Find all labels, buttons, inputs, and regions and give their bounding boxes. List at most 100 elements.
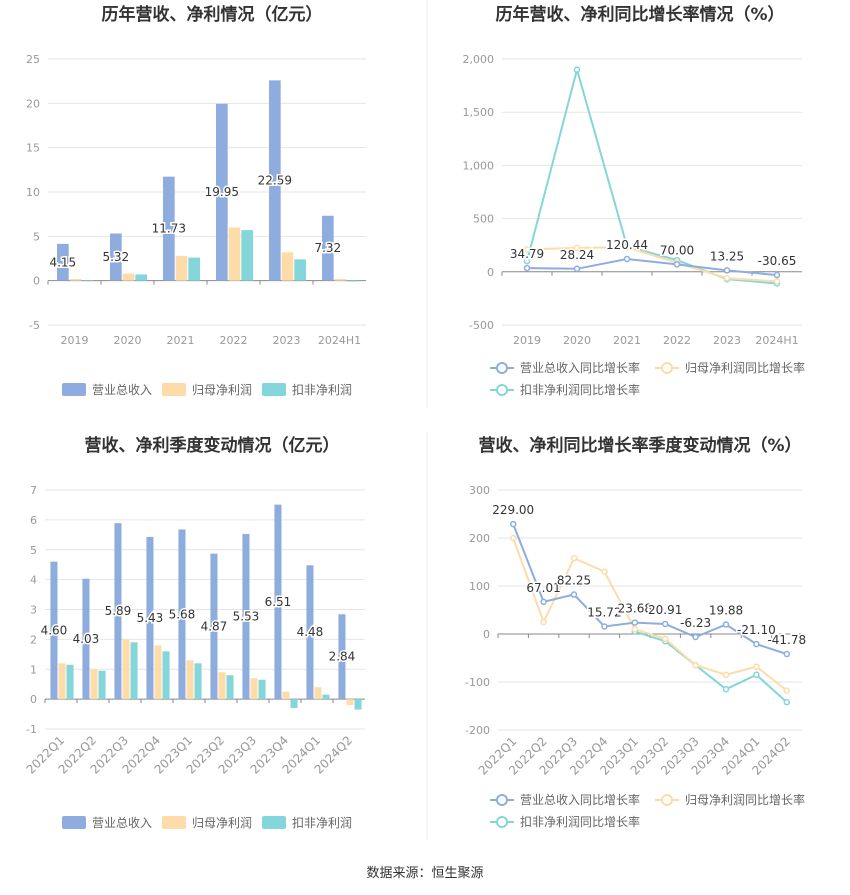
source-note: 数据来源：恒生聚源	[366, 866, 484, 881]
x-tick-label: 2022	[663, 334, 691, 347]
point-deducted_profit	[722, 685, 730, 693]
x-tick-label: 2023	[713, 334, 741, 347]
point-net_profit	[783, 687, 791, 694]
legend-swatch	[162, 816, 186, 829]
legend-marker	[496, 384, 508, 396]
line-deducted_profit	[634, 630, 788, 703]
data-label: 5.53	[233, 610, 260, 624]
point-revenue	[631, 619, 639, 626]
legend-label: 归母净利润	[192, 383, 252, 397]
data-label: 4.87	[201, 619, 228, 633]
data-label: 13.25	[710, 249, 744, 263]
y-tick-label: 500	[473, 213, 494, 226]
data-label: 34.79	[510, 247, 544, 261]
point-net_profit	[623, 244, 631, 251]
x-tick-label: 2021	[167, 334, 195, 347]
data-label: 120.44	[606, 238, 648, 252]
data-label: 67.01	[526, 581, 560, 595]
data-label: 19.95	[205, 185, 239, 199]
bar-net_profit	[122, 273, 135, 281]
bar-deducted_profit	[226, 675, 234, 700]
bar-revenue	[274, 504, 282, 700]
point-net_profit	[723, 274, 731, 282]
y-tick-label: 4	[30, 574, 37, 587]
bar-deducted_profit	[194, 663, 202, 700]
data-label: 22.59	[258, 174, 292, 188]
bar-net_profit	[334, 278, 347, 281]
data-label: 5.68	[169, 607, 196, 621]
bar-revenue	[110, 233, 122, 281]
data-label: 5.43	[137, 611, 164, 625]
bar-net_profit	[228, 227, 241, 281]
data-label: 229.00	[492, 503, 534, 517]
data-label: 4.03	[73, 632, 100, 646]
bar-deducted_profit	[135, 274, 147, 281]
y-tick-label: 1,000	[463, 159, 495, 172]
bar-deducted_profit	[82, 280, 94, 282]
point-revenue	[722, 621, 730, 628]
point-net_profit	[661, 635, 669, 643]
x-tick-label: 2020	[114, 334, 142, 347]
y-tick-label: 7	[30, 484, 37, 497]
y-tick-label: 5	[33, 230, 40, 243]
y-tick-label: 200	[469, 532, 490, 545]
legend-swatch	[62, 383, 86, 396]
data-label: 6.51	[265, 595, 292, 609]
bar-revenue	[242, 533, 250, 700]
point-deducted_profit	[523, 257, 531, 265]
legend-marker	[661, 362, 673, 374]
point-net_profit	[523, 246, 531, 253]
x-tick-label: 2019	[61, 334, 89, 347]
legend-marker	[661, 794, 673, 806]
point-revenue	[753, 640, 760, 648]
data-label: 15.72	[587, 605, 621, 619]
point-net_profit	[692, 661, 699, 669]
chart-title: 历年营收、净利同比增长率情况（%）	[495, 4, 784, 25]
y-tick-label: 20	[26, 97, 40, 110]
y-tick-label: 0	[30, 693, 37, 706]
legend-swatch	[262, 816, 286, 829]
chart-quarterly-bars: 营收、净利季度变动情况（亿元）-1012345672022Q12022Q2202…	[24, 435, 365, 830]
bar-revenue	[163, 176, 175, 281]
chart-title: 营收、净利同比增长率季度变动情况（%）	[478, 435, 801, 456]
point-revenue	[673, 261, 681, 268]
legend-label: 营业总收入同比增长率	[520, 792, 640, 807]
point-revenue	[783, 650, 791, 658]
point-revenue	[573, 265, 581, 273]
point-revenue	[509, 520, 517, 528]
bar-revenue	[269, 80, 281, 281]
y-tick-label: 3	[30, 604, 37, 617]
bar-revenue	[210, 553, 218, 700]
bar-revenue	[50, 561, 58, 700]
chart-quarterly-growth: 营收、净利同比增长率季度变动情况（%）-200-1000100200300202…	[465, 435, 808, 829]
point-revenue	[523, 264, 531, 272]
line-revenue	[512, 523, 788, 656]
bar-deducted_profit	[162, 651, 170, 700]
data-label: 4.60	[41, 623, 68, 637]
bar-net_profit	[58, 663, 66, 700]
line-deducted_profit	[526, 65, 778, 285]
point-revenue	[773, 271, 781, 279]
data-label: 28.24	[560, 248, 594, 262]
data-label: -30.65	[758, 254, 797, 268]
chart-title: 历年营收、净利情况（亿元）	[102, 4, 323, 25]
y-tick-label: 0	[33, 275, 40, 288]
data-label: 19.88	[709, 603, 743, 617]
line-revenue	[526, 257, 778, 277]
point-revenue	[723, 267, 731, 274]
x-tick-label: 2024H1	[318, 334, 361, 347]
bar-deducted_profit	[290, 699, 298, 709]
legend-label: 扣非净利润同比增长率	[520, 814, 640, 829]
y-tick-label: -100	[465, 676, 490, 689]
point-net_profit	[573, 244, 581, 252]
x-tick-label: 2022	[220, 334, 248, 347]
y-tick-label: -200	[465, 724, 490, 737]
data-label: -6.23	[680, 616, 711, 630]
data-label: 11.73	[152, 222, 186, 236]
legend-label: 归母净利润	[192, 816, 252, 830]
y-tick-label: 2	[30, 633, 37, 646]
x-tick-label: 2023	[273, 334, 301, 347]
point-deducted_profit	[783, 698, 791, 706]
data-label: 5.89	[105, 604, 132, 618]
